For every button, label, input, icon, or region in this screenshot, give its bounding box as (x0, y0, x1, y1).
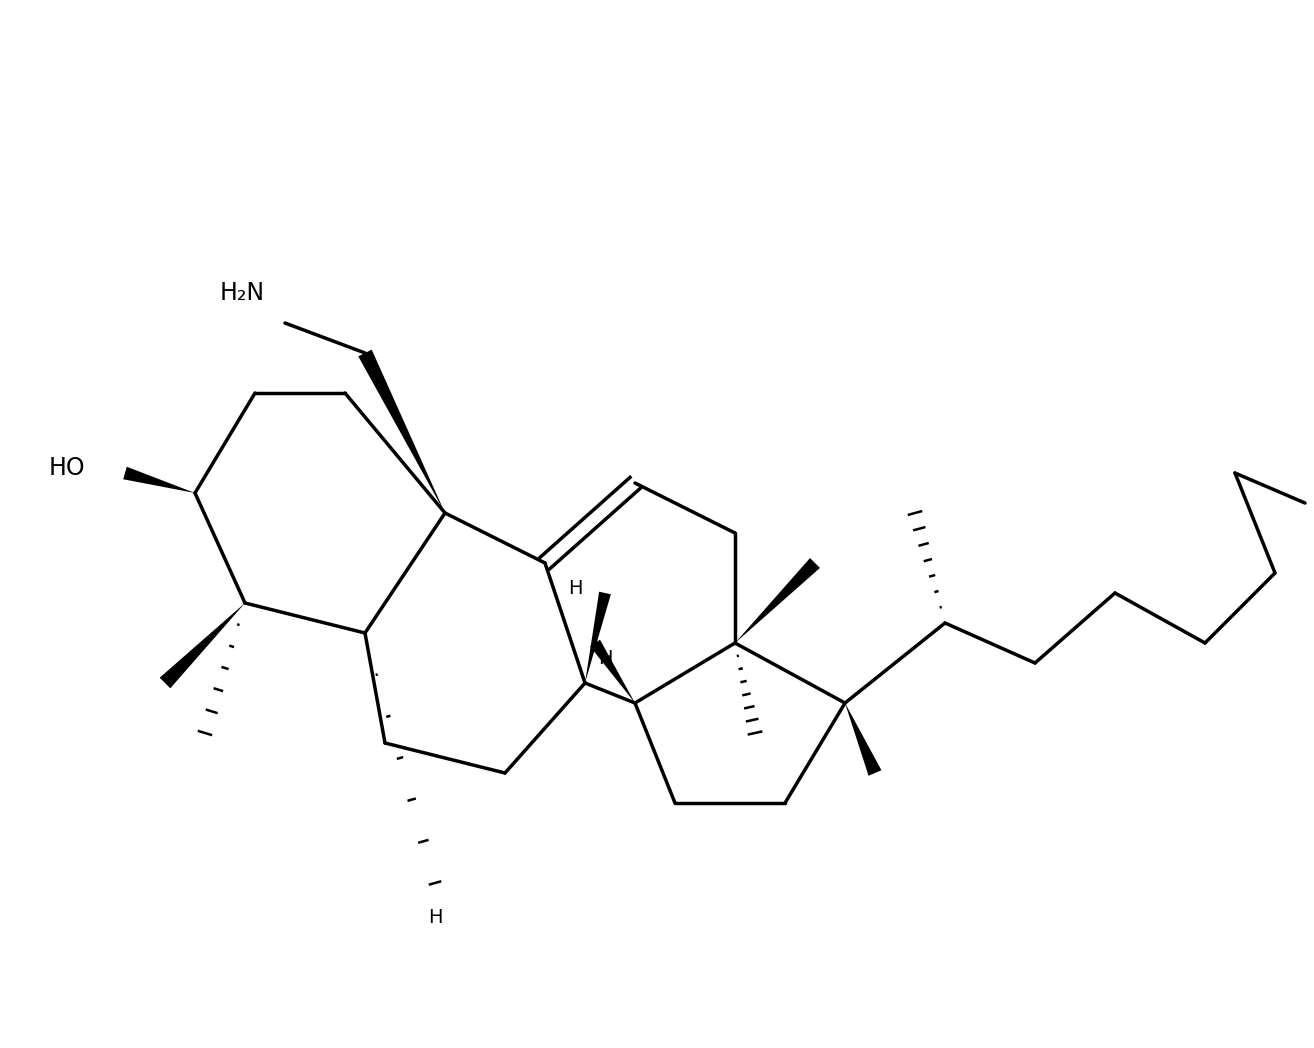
Text: H: H (428, 908, 443, 927)
Polygon shape (359, 350, 445, 514)
Polygon shape (590, 639, 635, 703)
Text: H₂N: H₂N (219, 281, 265, 305)
Text: H: H (568, 578, 582, 597)
Polygon shape (160, 603, 244, 689)
Polygon shape (124, 466, 194, 493)
Polygon shape (845, 703, 882, 776)
Text: HO: HO (49, 456, 85, 480)
Text: H: H (598, 649, 612, 668)
Polygon shape (585, 592, 611, 683)
Polygon shape (735, 558, 820, 643)
